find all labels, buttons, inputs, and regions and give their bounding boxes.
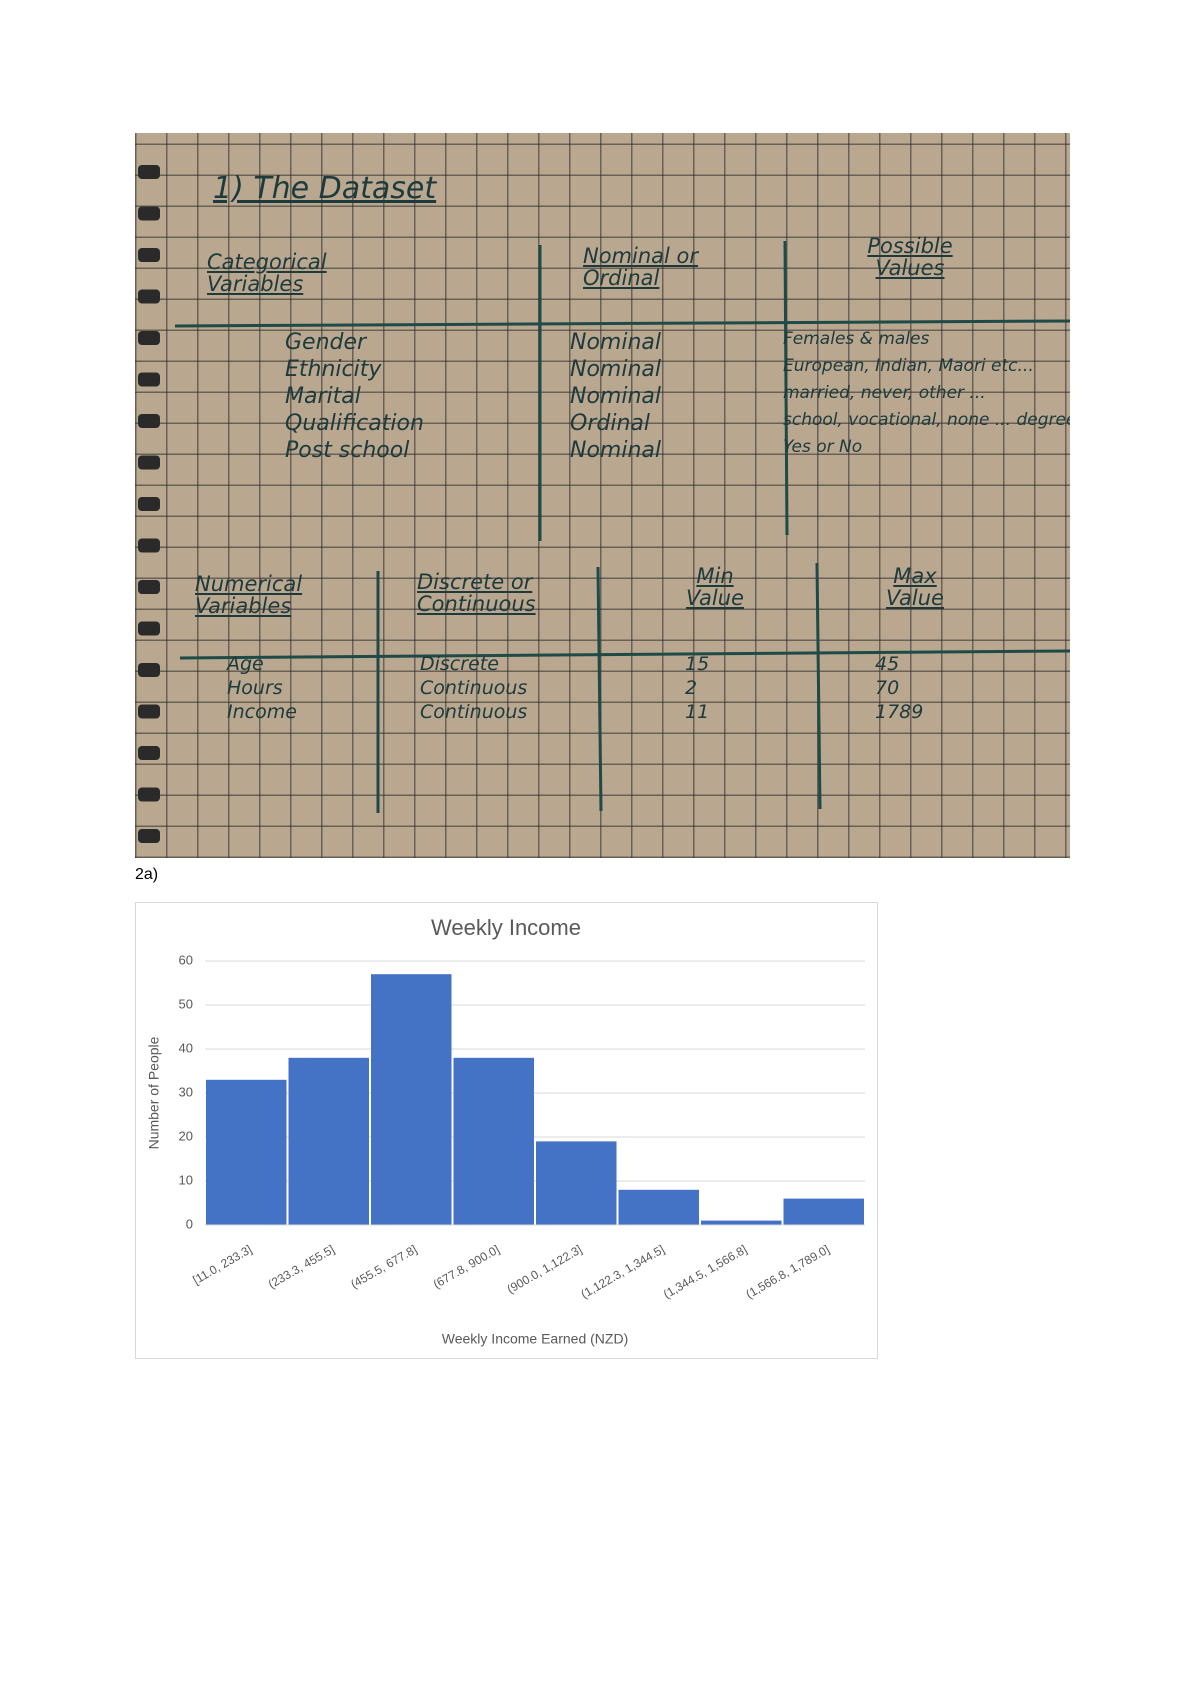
- notes-title: 1) The Dataset: [213, 171, 437, 206]
- table-cell: school, vocational, none ... degree: [783, 410, 1070, 430]
- table-cell: Post school: [285, 438, 410, 463]
- spiral-ring: [138, 663, 160, 677]
- table-cell: European, Indian, Maori etc...: [783, 356, 1034, 376]
- table-header: Nominal or Ordinal: [583, 244, 699, 291]
- caption: 2a): [135, 866, 159, 883]
- spiral-ring: [138, 746, 160, 760]
- bar: [618, 1189, 699, 1225]
- chart-title: Weekly Income: [431, 915, 581, 940]
- table-cell: Nominal: [570, 357, 661, 382]
- table-cell: Discrete: [420, 653, 499, 675]
- table-cell: 70: [875, 677, 900, 699]
- y-tick-label: 0: [186, 1216, 193, 1231]
- spiral-ring: [138, 787, 160, 802]
- x-axis-label: Weekly Income Earned (NZD): [442, 1331, 628, 1347]
- bar: [288, 1057, 369, 1225]
- table-cell: Nominal: [570, 384, 661, 409]
- table-cell: married, never, other ...: [783, 383, 986, 403]
- spiral-ring: [138, 704, 160, 719]
- spiral-ring: [138, 248, 160, 262]
- table-header: Possible Values: [867, 234, 953, 281]
- table-header: Categorical Variables: [207, 250, 327, 297]
- bar: [206, 1079, 287, 1225]
- bar: [783, 1198, 864, 1225]
- table-cell: Females & males: [783, 329, 930, 349]
- table-cell: Hours: [227, 677, 283, 699]
- table-cell: Ethnicity: [285, 357, 382, 382]
- spiral-ring: [138, 331, 160, 345]
- notebook-lines: [138, 165, 1070, 843]
- spiral-ring: [138, 497, 160, 511]
- table-header: Discrete or Continuous: [417, 570, 536, 617]
- table-cell: Continuous: [420, 701, 528, 723]
- table-cell: Nominal: [570, 438, 661, 463]
- table-header: Min Value: [686, 564, 744, 611]
- table-cell: Income: [227, 701, 297, 723]
- table-cell: 2: [685, 677, 698, 699]
- y-axis-label: Number of People: [146, 1036, 162, 1149]
- table-cell: Ordinal: [570, 411, 650, 436]
- bar: [371, 974, 452, 1225]
- y-tick-label: 30: [179, 1084, 193, 1099]
- table-cell: Marital: [285, 384, 361, 409]
- table-cell: 11: [685, 701, 710, 723]
- y-tick-label: 40: [179, 1040, 193, 1055]
- spiral-ring: [138, 289, 160, 304]
- table-cell: Qualification: [285, 411, 424, 436]
- spiral-ring: [138, 621, 160, 636]
- table-header: Numerical Variables: [195, 572, 303, 619]
- bar: [536, 1141, 617, 1225]
- spiral-ring: [138, 165, 160, 179]
- table-cell: Continuous: [420, 677, 528, 699]
- spiral-ring: [138, 372, 160, 387]
- table-cell: Gender: [285, 330, 367, 355]
- table-cell: Nominal: [570, 330, 661, 355]
- table-cell: Yes or No: [783, 437, 863, 457]
- y-tick-label: 50: [179, 996, 193, 1011]
- bar: [701, 1220, 782, 1225]
- table-cell: 45: [875, 653, 900, 675]
- spiral-ring: [138, 829, 160, 843]
- table-cell: Age: [227, 653, 264, 675]
- spiral-ring: [138, 580, 160, 594]
- spiral-ring: [138, 455, 160, 470]
- y-tick-label: 10: [179, 1172, 193, 1187]
- table-header: Max Value: [886, 564, 944, 611]
- spiral-ring: [138, 414, 160, 428]
- chart: Weekly Income Weekly Income Earned (NZD)…: [135, 902, 878, 1359]
- spiral-ring: [138, 206, 160, 221]
- spiral-ring: [138, 538, 160, 553]
- y-tick-label: 20: [179, 1128, 193, 1143]
- table-cell: 1789: [875, 701, 924, 723]
- notebook-photo: 1) The Dataset Categorical Variables Nomi…: [135, 133, 1070, 858]
- y-tick-label: 60: [179, 952, 193, 967]
- table-cell: 15: [685, 653, 710, 675]
- bar: [453, 1057, 534, 1225]
